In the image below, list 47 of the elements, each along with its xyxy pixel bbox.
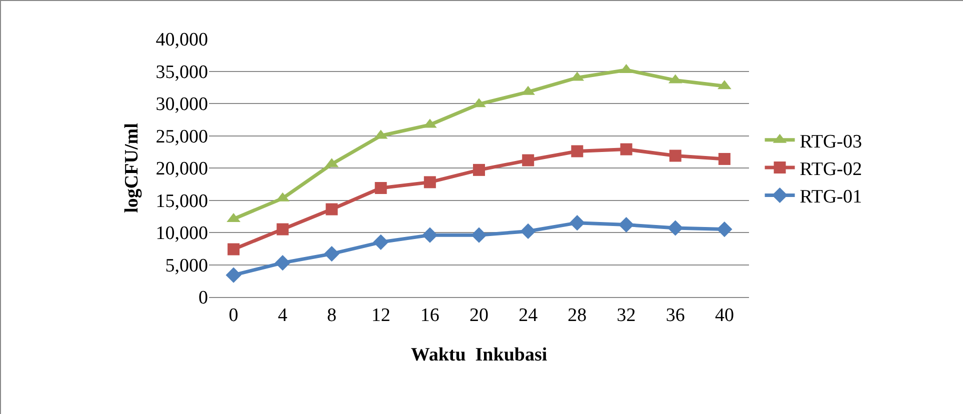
point xyxy=(669,150,682,162)
x-axis-title: Waktu Inkubasi xyxy=(410,344,548,366)
y-tick-label: 30,000 xyxy=(156,94,208,116)
point xyxy=(276,223,289,236)
point xyxy=(620,143,632,156)
point xyxy=(422,227,438,243)
x-tick-label: 24 xyxy=(518,304,538,326)
point xyxy=(522,154,534,166)
point xyxy=(716,221,732,238)
point xyxy=(274,255,290,271)
y-tick-label: 35,000 xyxy=(156,62,208,83)
legend-label: RTG-01 xyxy=(800,186,862,208)
point xyxy=(571,145,584,158)
point xyxy=(374,182,387,194)
x-tick-label: 16 xyxy=(420,304,440,326)
point xyxy=(228,243,240,256)
point xyxy=(373,234,389,250)
x-tick-label: 40 xyxy=(714,304,734,326)
legend-label: RTG-02 xyxy=(800,158,862,180)
y-tick-label: 25,000 xyxy=(156,126,208,148)
y-tick-label: 10,000 xyxy=(156,223,208,244)
y-tick-label: 5,000 xyxy=(165,255,208,276)
x-tick-label: 8 xyxy=(326,304,336,326)
point xyxy=(324,246,340,262)
point xyxy=(226,267,242,283)
point xyxy=(718,152,730,165)
x-tick-label: 12 xyxy=(371,304,390,326)
point xyxy=(569,215,585,231)
y-tick-label: 15,000 xyxy=(156,190,208,212)
x-tick-label: 32 xyxy=(616,304,636,326)
point xyxy=(326,203,338,216)
point xyxy=(618,216,634,233)
point xyxy=(520,223,536,240)
y-tick-label: 0 xyxy=(198,288,208,309)
point xyxy=(668,220,684,236)
x-tick-label: 36 xyxy=(666,304,685,326)
x-tick-label: 0 xyxy=(228,304,238,326)
point xyxy=(473,164,485,176)
x-tick-label: 28 xyxy=(568,304,587,326)
y-axis-title: logCFU/ml xyxy=(122,123,143,213)
x-tick-label: 20 xyxy=(470,304,488,326)
legend-label: RTG-03 xyxy=(800,131,862,152)
y-tick-label: 20,000 xyxy=(156,158,208,180)
point xyxy=(471,227,487,243)
y-tick-label: 40,000 xyxy=(156,30,208,51)
point xyxy=(424,176,436,188)
x-tick-label: 4 xyxy=(278,304,288,326)
